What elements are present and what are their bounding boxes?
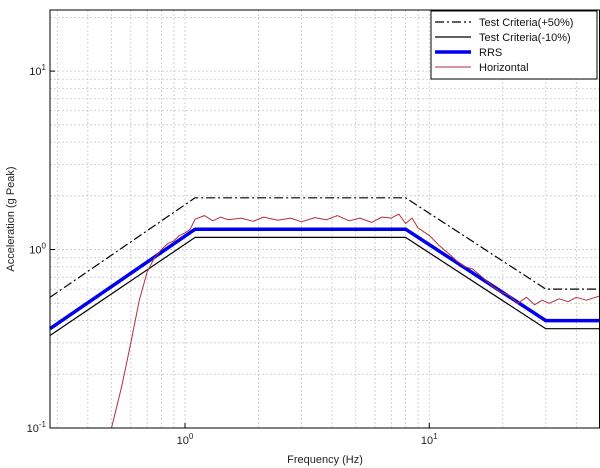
grid	[50, 10, 600, 429]
y-tick-label: 10-1	[27, 420, 47, 435]
y-tick-label: 101	[29, 63, 46, 78]
y-tick-label: 100	[29, 242, 46, 257]
series-line-0	[49, 197, 600, 298]
y-axis-label: Acceleration (g Peak)	[5, 166, 17, 271]
legend-label-3: Horizontal	[479, 62, 529, 74]
x-tick-label: 101	[421, 432, 438, 447]
legend-label-0: Test Criteria(+50%)	[479, 17, 573, 29]
x-tick-label: 100	[177, 432, 194, 447]
series-group	[49, 197, 600, 429]
legend: Test Criteria(+50%) Test Criteria(-10%) RR…	[430, 10, 598, 80]
legend-label-1: Test Criteria(-10%)	[479, 32, 571, 44]
series-line-2	[49, 227, 600, 331]
tick-labels: 100 101 10-1 100 101	[27, 63, 439, 447]
x-axis-label: Frequency (Hz)	[287, 454, 363, 466]
legend-label-2: RRS	[479, 47, 502, 59]
series-line-1	[49, 236, 600, 336]
series-line-3	[111, 213, 600, 429]
